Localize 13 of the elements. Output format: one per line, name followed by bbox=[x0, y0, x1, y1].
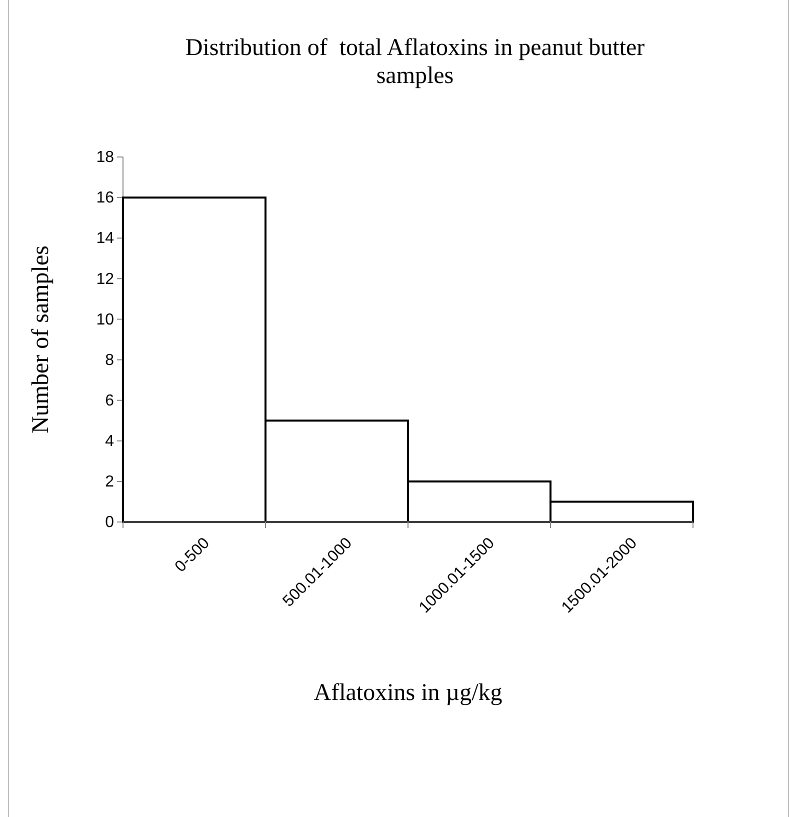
y-tick-label: 8 bbox=[105, 352, 114, 369]
y-tick-label: 10 bbox=[96, 311, 114, 328]
y-axis-title: Number of samples bbox=[28, 246, 54, 434]
x-axis-title: Aflatoxins in µg/kg bbox=[314, 680, 502, 706]
y-tick-label: 0 bbox=[105, 514, 114, 532]
y-tick-label: 14 bbox=[96, 230, 114, 248]
y-tick-label: 4 bbox=[105, 433, 114, 450]
y-tick-label: 18 bbox=[96, 149, 114, 166]
y-tick-label: 12 bbox=[96, 270, 114, 288]
y-tick-label: 6 bbox=[105, 392, 114, 410]
chart-title: Distribution of total Aflatoxins in peanut butter samples bbox=[185, 35, 645, 89]
y-tick-label: 2 bbox=[105, 474, 114, 491]
y-tick-label: 16 bbox=[96, 190, 114, 207]
